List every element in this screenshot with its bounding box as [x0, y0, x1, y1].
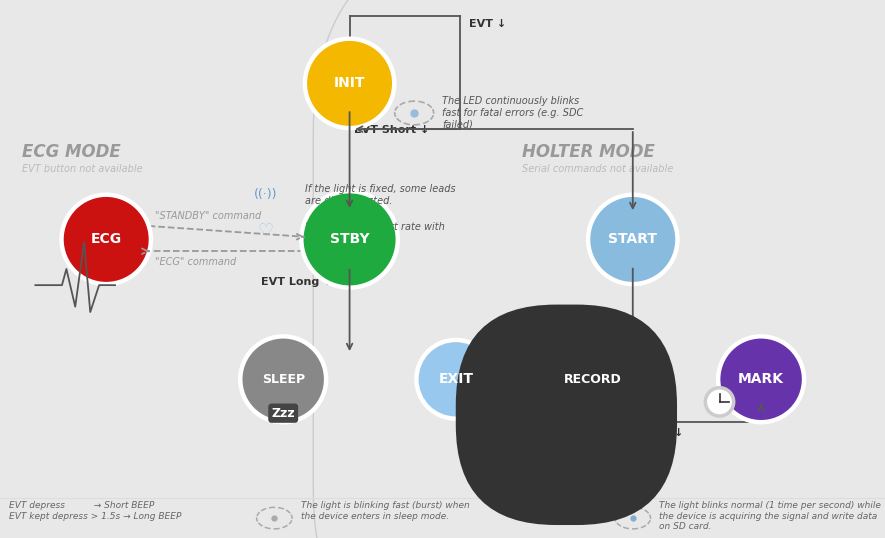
Circle shape	[414, 338, 497, 421]
Circle shape	[586, 193, 680, 286]
Text: EVT Short ↓: EVT Short ↓	[608, 428, 684, 438]
Circle shape	[238, 334, 328, 424]
FancyBboxPatch shape	[0, 0, 523, 538]
Circle shape	[716, 334, 806, 424]
Text: Serial commands not available: Serial commands not available	[522, 164, 673, 174]
Circle shape	[419, 342, 493, 416]
Circle shape	[547, 333, 639, 426]
Circle shape	[64, 197, 149, 282]
Text: EVT button not available: EVT button not available	[22, 164, 142, 174]
Text: "STANDBY" command: "STANDBY" command	[155, 210, 261, 221]
Text: EVT Long ↓: EVT Long ↓	[261, 277, 333, 287]
Text: EVT ↓: EVT ↓	[469, 19, 506, 29]
Text: The light blinks normal (1 time per second) while
the device is acquiring the si: The light blinks normal (1 time per seco…	[659, 501, 881, 531]
Text: ECG: ECG	[90, 232, 122, 246]
Circle shape	[543, 329, 643, 430]
Text: MARK: MARK	[738, 372, 784, 386]
Circle shape	[720, 338, 802, 420]
Text: The light is blinking fast (burst) when
the device enters in sleep mode.: The light is blinking fast (burst) when …	[301, 501, 470, 521]
Circle shape	[242, 338, 324, 420]
Text: HOLTER MODE: HOLTER MODE	[522, 143, 655, 160]
Text: SLEEP: SLEEP	[262, 373, 304, 386]
Circle shape	[590, 197, 675, 282]
Text: LED blinks at heart rate with
the ECG signal.: LED blinks at heart rate with the ECG si…	[305, 222, 445, 243]
Circle shape	[59, 193, 153, 286]
Text: EVT Short ↓: EVT Short ↓	[354, 125, 429, 135]
Circle shape	[307, 41, 392, 126]
Text: INIT: INIT	[334, 76, 366, 90]
FancyBboxPatch shape	[313, 0, 885, 538]
Text: RECORD: RECORD	[564, 373, 622, 386]
Text: ((·)): ((·))	[254, 188, 277, 201]
Text: STBY: STBY	[330, 232, 369, 246]
Text: If the light is fixed, some leads
are disconnected.: If the light is fixed, some leads are di…	[305, 184, 456, 206]
Text: ▬
▮: ▬ ▮	[562, 398, 571, 420]
Circle shape	[704, 386, 735, 418]
Circle shape	[303, 37, 396, 130]
Text: "ECG" command: "ECG" command	[155, 257, 236, 267]
FancyBboxPatch shape	[456, 305, 677, 525]
Text: The LED continuously blinks
fast for fatal errors (e.g. SDC
failed): The LED continuously blinks fast for fat…	[442, 96, 584, 130]
Text: EVT Long ↓: EVT Long ↓	[473, 358, 544, 368]
Text: EVT depress          → Short BEEP
EVT kept depress > 1.5s → Long BEEP: EVT depress → Short BEEP EVT kept depres…	[9, 501, 181, 521]
Text: EXIT: EXIT	[438, 372, 473, 386]
Text: ECG MODE: ECG MODE	[22, 143, 121, 160]
Circle shape	[707, 390, 732, 414]
Text: Zzz: Zzz	[272, 407, 295, 420]
Text: START: START	[608, 232, 658, 246]
Circle shape	[304, 193, 396, 286]
Text: ♡: ♡	[258, 221, 273, 239]
Circle shape	[299, 189, 400, 290]
